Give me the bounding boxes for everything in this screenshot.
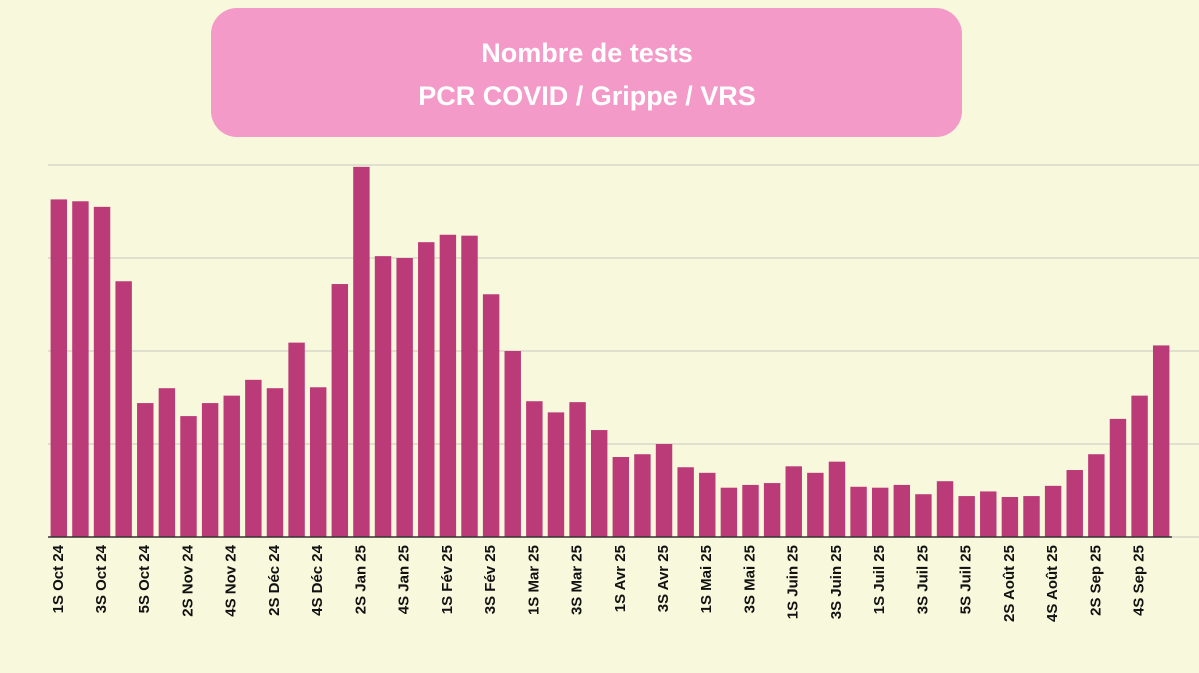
bar (871, 487, 889, 537)
x-tick-label: 3S Juin 25 (828, 545, 845, 619)
bar (504, 351, 521, 537)
bar (958, 496, 975, 537)
bar (1023, 496, 1040, 537)
bar (245, 379, 262, 537)
x-tick-label: 1S Oct 24 (50, 544, 67, 613)
x-tick-label: 1S Juin 25 (785, 545, 802, 619)
bar (1088, 454, 1105, 537)
bar (699, 472, 716, 537)
bar (331, 284, 349, 537)
bar (785, 466, 802, 537)
bar (396, 258, 413, 537)
bar (980, 491, 997, 537)
bar (201, 403, 219, 537)
bar (50, 199, 68, 537)
chart-title: Nombre de tests (481, 38, 693, 68)
bar (461, 235, 478, 537)
x-tick-label: 5S Oct 24 (136, 544, 153, 613)
x-tick-label: 2S Déc 24 (266, 544, 283, 616)
bar (418, 242, 435, 537)
bar (1131, 395, 1148, 537)
bar (807, 472, 824, 537)
bar (482, 294, 500, 537)
x-tick-label: 2S Août 25 (1001, 545, 1018, 622)
x-tick-label: 1S Mar 25 (525, 545, 542, 615)
bar (266, 388, 284, 537)
bar (288, 342, 305, 537)
bar (655, 444, 673, 537)
bar (1109, 418, 1127, 537)
bar (569, 402, 586, 537)
x-tick-label: 1S Fév 25 (439, 545, 456, 614)
bar (1044, 485, 1062, 537)
title-box (211, 8, 962, 137)
bar (1001, 497, 1019, 537)
bar (158, 388, 176, 537)
x-tick-label: 4S Jan 25 (396, 545, 413, 614)
bar (115, 281, 132, 537)
bar (742, 484, 759, 537)
bar (93, 206, 111, 537)
x-tick-label: 2S Jan 25 (352, 545, 369, 614)
x-tick-label: 3S Juil 25 (914, 545, 931, 614)
bar (612, 457, 630, 537)
x-tick-label: 4S Sep 25 (1131, 545, 1148, 616)
bar (180, 416, 197, 537)
x-tick-label: 4S Nov 24 (223, 544, 240, 616)
x-tick-label: 3S Fév 25 (482, 545, 499, 614)
x-tick-label: 5S Juil 25 (958, 545, 975, 614)
x-tick-label: 2S Nov 24 (179, 544, 196, 616)
x-tick-label: 1S Juil 25 (871, 545, 888, 614)
bar (634, 454, 651, 537)
x-tick-label: 3S Oct 24 (93, 544, 110, 613)
bar (439, 234, 457, 537)
x-tick-label: 1S Avr 25 (612, 545, 629, 612)
chart-title: PCR COVID / Grippe / VRS (418, 81, 756, 111)
bar (353, 166, 370, 538)
bar (915, 494, 932, 537)
bar (936, 481, 954, 537)
bar (526, 401, 543, 537)
x-tick-label: 4S Août 25 (1044, 545, 1061, 622)
bar (72, 201, 89, 537)
bar (223, 395, 240, 537)
x-tick-label: 2S Sep 25 (1087, 545, 1104, 616)
bar (720, 487, 738, 537)
bar (1066, 470, 1083, 537)
bar (893, 484, 911, 537)
bar (309, 387, 327, 537)
x-tick-label: 3S Mar 25 (569, 545, 586, 615)
bar (828, 461, 846, 537)
x-tick-label: 3S Avr 25 (655, 545, 672, 612)
bar (850, 486, 867, 537)
x-tick-label: 3S Mai 25 (741, 545, 758, 613)
bar (137, 403, 154, 537)
bar (547, 412, 565, 537)
bar (1152, 345, 1170, 537)
bar (763, 483, 781, 537)
bar (590, 430, 608, 537)
bar (677, 467, 694, 537)
bar (374, 256, 392, 537)
x-tick-label: 4S Déc 24 (309, 544, 326, 616)
x-tick-label: 1S Mai 25 (698, 545, 715, 613)
